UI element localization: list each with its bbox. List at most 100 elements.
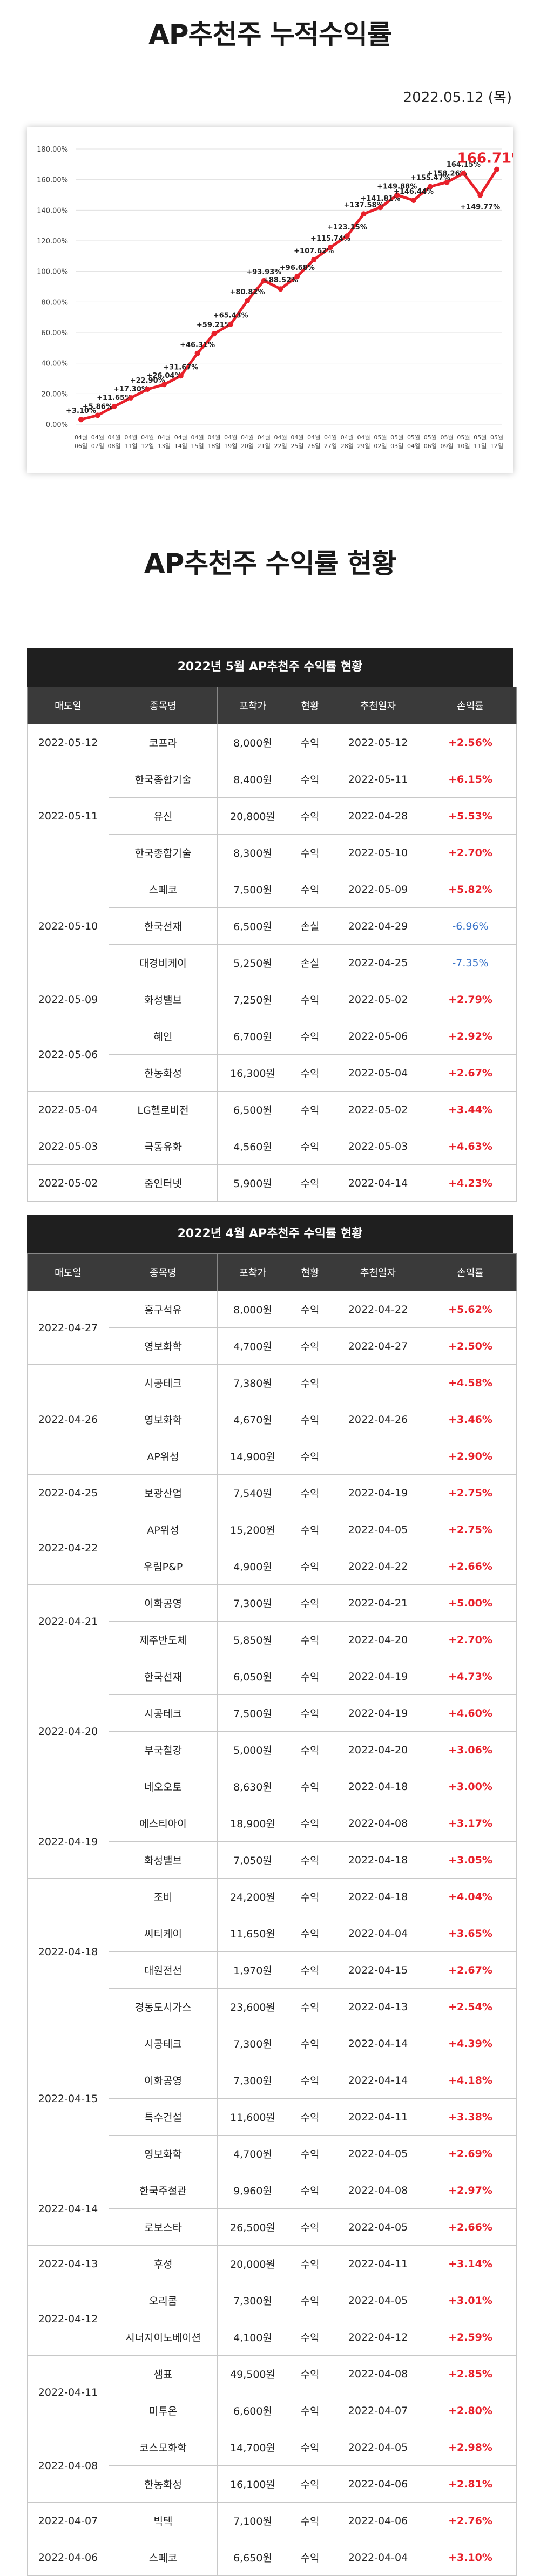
- rec-date-cell: 2022-04-26: [332, 1364, 424, 1475]
- rec-date-cell: 2022-04-11: [332, 2098, 424, 2136]
- rec-date-cell: 2022-04-11: [332, 2245, 424, 2282]
- entry-price-cell: 14,900원: [217, 1438, 288, 1475]
- data-point: [344, 233, 350, 239]
- return-rate-cell: +2.76%: [424, 2502, 517, 2539]
- x-tick-label: 04월 13일: [158, 434, 171, 450]
- table-row: 2022-04-13 후성 20,000원 수익 2022-04-11 +3.14%: [27, 2245, 517, 2282]
- entry-price-cell: 7,500원: [217, 871, 288, 908]
- rec-date-cell: 2022-04-05: [332, 2208, 424, 2246]
- data-label: +26.04%: [146, 372, 181, 380]
- sell-date-cell: 2022-05-06: [27, 1018, 109, 1092]
- return-rate-cell: +3.65%: [424, 1915, 517, 1952]
- table-row: 2022-05-11 한국종합기술 8,400원 수익 2022-05-11 +6.15%: [27, 761, 517, 871]
- x-tick-label: 05월 12일: [490, 434, 503, 450]
- return-rate-cell: +4.18%: [424, 2062, 517, 2099]
- table-row: 2022-04-19 에스티아이 18,900원 수익 2022-04-08 +3.17%: [27, 1805, 517, 1879]
- table-row: 2022-05-06 혜인 6,700원 수익 2022-05-06 +2.92%: [27, 1018, 517, 1092]
- status-cell: 수익: [288, 1658, 332, 1695]
- entry-price-cell: 7,100원: [217, 2502, 288, 2539]
- data-point: [78, 417, 84, 423]
- rec-date-cell: 2022-05-11: [332, 761, 424, 798]
- data-point: [194, 350, 200, 356]
- stock-name-cell: 보광산업: [109, 1474, 218, 1511]
- data-label: +149.77%: [460, 204, 500, 212]
- data-label: +88.52%: [263, 276, 298, 284]
- data-label: +31.67%: [163, 363, 198, 371]
- return-rate-cell: +3.05%: [424, 1841, 517, 1879]
- data-label: +65.43%: [213, 312, 248, 320]
- data-label: +80.82%: [230, 288, 265, 296]
- entry-price-cell: 4,900원: [217, 1548, 288, 1585]
- status-cell: 수익: [288, 1474, 332, 1511]
- table-row: 2022-05-12 코프라 8,000원 수익 2022-05-12 +2.56%: [27, 724, 517, 761]
- return-rate-cell: +3.06%: [424, 1731, 517, 1768]
- x-tick-label: 04월 18일: [207, 434, 220, 450]
- stock-name-cell: 우림P&P: [109, 1548, 218, 1585]
- status-cell: 수익: [288, 1621, 332, 1658]
- x-tick-label: 04월 22일: [274, 434, 287, 450]
- stock-name-cell: 극동유화: [109, 1128, 218, 1165]
- return-rate-cell: +4.23%: [424, 1164, 517, 1202]
- table-header-row: 매도일 종목명 포착가 현황 추천일자 손익률: [27, 1253, 517, 1291]
- return-rate-cell: +5.00%: [424, 1584, 517, 1622]
- sell-date-cell: 2022-04-11: [27, 2355, 109, 2429]
- status-cell: 수익: [288, 2208, 332, 2246]
- data-label: +158.26%: [427, 170, 467, 178]
- y-tick-label: 100.00%: [37, 268, 68, 276]
- entry-price-cell: 7,250원: [217, 981, 288, 1018]
- entry-price-cell: 8,400원: [217, 761, 288, 798]
- entry-price-cell: 5,000원: [217, 1731, 288, 1768]
- stock-name-cell: 혜인: [109, 1018, 218, 1055]
- cumulative-return-chart: 0.00% 20.00% 40.00% 60.00% 80.00% 100.00% 120.…: [27, 127, 513, 473]
- stock-name-cell: 유신: [109, 797, 218, 835]
- column-header: 추천일자: [332, 1253, 424, 1291]
- rec-date-cell: 2022-05-12: [332, 724, 424, 761]
- status-cell: 수익: [288, 2135, 332, 2172]
- return-rate-cell: +2.67%: [424, 1054, 517, 1092]
- table-row: 2022-04-26 시공테크 7,380원 수익 2022-04-26 +4.58%: [27, 1364, 517, 1475]
- table-row: 시너지이노베이션 4,100원 수익 2022-04-12 +2.59%: [28, 2319, 517, 2356]
- rec-date-cell: 2022-04-20: [332, 1621, 424, 1658]
- stock-name-cell: 화성밸브: [109, 981, 218, 1018]
- entry-price-cell: 4,670원: [217, 1401, 288, 1438]
- table-row: 화성밸브 7,050원 수익 2022-04-18 +3.05%: [28, 1841, 517, 1879]
- entry-price-cell: 11,650원: [217, 1915, 288, 1952]
- stock-name-cell: 시공테크: [109, 1694, 218, 1732]
- return-rate-cell: +4.60%: [424, 1694, 517, 1732]
- stock-name-cell: 샘표: [109, 2355, 218, 2392]
- table-body: 매도일 종목명 포착가 현황 추천일자 손익률 2022-04-27 흥구석유 8,000원 수익…: [27, 1253, 517, 2576]
- rec-date-cell: 2022-04-22: [332, 1291, 424, 1328]
- report-date: 2022.05.12 (목): [403, 90, 512, 106]
- data-label: +22.90%: [130, 377, 165, 385]
- x-tick-label: 04월 08일: [108, 434, 121, 450]
- data-point: [494, 166, 500, 172]
- data-point: [427, 184, 433, 189]
- series-line: [80, 168, 498, 421]
- returns-table: 2022년 4월 AP추천주 수익률 현황 매도일 종목명 포착가 현황 추천일자 손익률 2…: [27, 1215, 517, 2576]
- return-rate-cell: +2.75%: [424, 1474, 517, 1511]
- rec-date-cell: 2022-04-07: [332, 2392, 424, 2429]
- stock-name-cell: 빅텍: [109, 2502, 218, 2539]
- return-rate-cell: +2.75%: [424, 1511, 517, 1548]
- stock-name-cell: 시공테크: [109, 2025, 218, 2062]
- status-cell: 수익: [288, 2392, 332, 2429]
- table-row: 2022-04-15 시공테크 7,300원 수익 2022-04-14 +4.39%: [27, 2025, 517, 2172]
- page-title: AP추천주 누적수익률: [148, 19, 392, 50]
- table-row: 2022-05-03 극동유화 4,560원 수익 2022-05-03 +4.63%: [27, 1128, 517, 1165]
- table-header-row: 매도일 종목명 포착가 현황 추천일자 손익률: [27, 687, 517, 724]
- rec-date-cell: 2022-04-13: [332, 1988, 424, 2025]
- entry-price-cell: 5,850원: [217, 1621, 288, 1658]
- stock-name-cell: 한국선재: [109, 907, 218, 945]
- stock-name-cell: 한국주철관: [109, 2172, 218, 2209]
- sell-date-cell: 2022-05-12: [27, 724, 109, 761]
- rec-date-cell: 2022-04-05: [332, 2282, 424, 2319]
- data-point: [111, 403, 117, 409]
- status-cell: 손실: [288, 907, 332, 945]
- y-tick-label: 80.00%: [41, 299, 68, 307]
- sell-date-cell: 2022-04-08: [27, 2429, 109, 2503]
- rec-date-cell: 2022-04-29: [332, 907, 424, 945]
- rec-date-cell: 2022-04-14: [332, 2025, 424, 2062]
- status-cell: 수익: [288, 2319, 332, 2356]
- entry-price-cell: 20,000원: [217, 2245, 288, 2282]
- stock-name-cell: 대원전선: [109, 1951, 218, 1989]
